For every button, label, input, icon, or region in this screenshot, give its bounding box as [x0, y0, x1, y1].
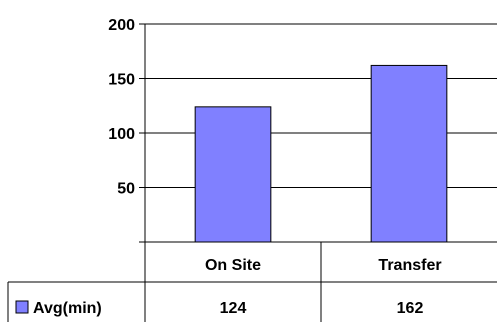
bars [194, 64, 448, 243]
axes [139, 23, 497, 243]
bar-transfer [370, 64, 448, 243]
y-tick-label-50: 50 [117, 181, 135, 198]
y-tick-label-200: 200 [108, 17, 135, 34]
category-label-on-site: On Site [205, 257, 261, 274]
category-label-transfer: Transfer [378, 257, 441, 274]
y-tick-labels: 200 150 100 50 [108, 17, 135, 198]
legend-key-avg [15, 300, 29, 314]
value-transfer: 162 [397, 300, 424, 317]
series-label-avg: Avg(min) [33, 300, 102, 317]
value-on-site: 124 [220, 300, 247, 317]
y-tick-label-150: 150 [108, 72, 135, 89]
data-table: On Site Transfer Avg(min) 124 162 [7, 242, 497, 322]
bar-on-site [194, 106, 272, 243]
y-tick-label-100: 100 [108, 126, 135, 143]
